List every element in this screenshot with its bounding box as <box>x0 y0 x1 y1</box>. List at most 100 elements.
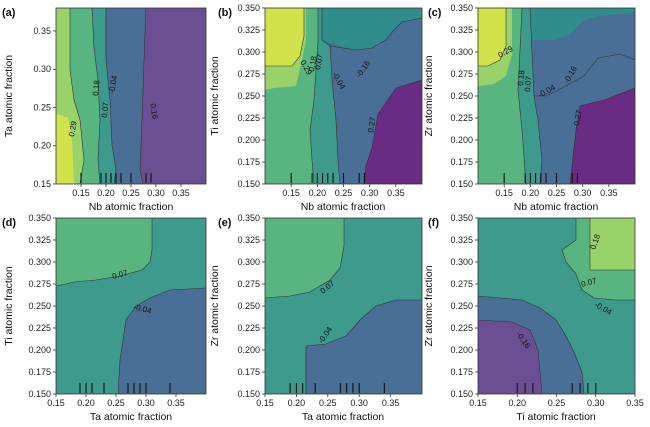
y-tick-label: 0.200 <box>450 135 473 145</box>
y-tick-label: 0.350 <box>237 213 260 223</box>
x-tick-label: 0.25 <box>335 188 353 198</box>
x-tick-label: 0.25 <box>548 188 566 198</box>
x-tick-label: 0.35 <box>387 188 405 198</box>
panel-a-label: (a) <box>2 7 16 19</box>
y-tick-label: 0.275 <box>237 69 260 79</box>
panel-a-clabel-3: 0.07 <box>100 101 110 118</box>
panel-c-region-min <box>570 88 635 184</box>
y-tick-label: 0.175 <box>450 367 473 377</box>
panel-c-contour-5 <box>569 87 635 184</box>
y-tick-label: 0.225 <box>237 323 260 333</box>
y-tick-label: 0.250 <box>237 301 260 311</box>
panel-a-contours <box>56 8 206 184</box>
panel-a-xlabel: Nb atomic fraction <box>89 201 174 213</box>
x-tick-label: 0.30 <box>587 398 605 408</box>
panel-b-contour-3 <box>321 8 341 184</box>
x-tick-label: 0.30 <box>350 398 368 408</box>
x-tick-label: 0.35 <box>167 398 185 408</box>
panel-e-label: (e) <box>218 217 232 229</box>
panel-b-xlabel: Nb atomic fraction <box>301 201 386 213</box>
y-tick-label: 0.250 <box>237 91 260 101</box>
panel-b-clabel-2: 0.18 <box>307 55 319 72</box>
panel-d-label: (d) <box>2 217 16 229</box>
x-tick-label: 0.35 <box>172 188 190 198</box>
x-tick-label: 0.35 <box>600 188 618 198</box>
panel-f-contour-2 <box>561 218 635 301</box>
y-tick-label: 0.200 <box>450 345 473 355</box>
y-tick-label: 0.275 <box>237 279 260 289</box>
panel-a-yticks: 0.15 0.20 0.25 0.30 0.35 <box>33 26 56 189</box>
y-tick-label: 0.325 <box>450 25 473 35</box>
x-tick-label: 0.20 <box>97 188 115 198</box>
panel-a-region-hi <box>56 114 74 184</box>
panel-b-clabel-3: 0.07 <box>313 53 325 70</box>
panel-f-region-midhi <box>590 218 635 270</box>
panel-b-contour-5 <box>363 79 422 184</box>
panel-d-yticks: 0.150 0.175 0.200 0.225 0.250 0.275 0.300 0.325… <box>28 213 56 399</box>
y-tick-label: 0.20 <box>33 141 51 151</box>
y-tick-label: 0.150 <box>28 389 51 399</box>
panel-f-contour-1 <box>589 218 635 271</box>
panel-e-region-mid <box>265 218 344 298</box>
panel-b-rug <box>290 173 365 183</box>
y-tick-label: 0.150 <box>237 389 260 399</box>
panel-d-rug <box>79 383 171 393</box>
panel-f-region-vlo <box>478 320 542 394</box>
panel-b-xticks: 0.15 0.20 0.25 0.30 0.35 <box>282 184 405 198</box>
y-tick-label: 0.150 <box>450 179 473 189</box>
panel-b-contour-2 <box>309 8 319 184</box>
panel-e-contours <box>265 218 422 394</box>
y-tick-label: 0.30 <box>33 64 51 74</box>
panel-c-region-teal <box>478 8 635 40</box>
panel-a-clabel-4: -0.04 <box>107 74 119 94</box>
panel-f-contour-4 <box>478 319 543 394</box>
panel-c-yticks: 0.150 0.175 0.200 0.225 0.250 0.275 0.300 0.325… <box>450 3 478 189</box>
panel-c-contour-2 <box>517 8 527 184</box>
y-tick-label: 0.200 <box>237 345 260 355</box>
y-tick-label: 0.200 <box>237 135 260 145</box>
panel-a-rug <box>80 173 152 183</box>
panel-e-ylabel: Zr atomic fraction <box>209 265 221 346</box>
x-tick-label: 0.20 <box>309 188 327 198</box>
panel-c-contour-4 <box>534 53 635 97</box>
panel-d-ylabel: Ti atomic fraction <box>3 266 15 346</box>
panel-c-clabel-6: 0.27 <box>572 109 584 126</box>
panel-c-xlabel: Nb atomic fraction <box>514 201 599 213</box>
panel-b-contours <box>265 8 422 184</box>
panel-d-contour-1 <box>56 218 153 287</box>
x-tick-label: 0.15 <box>256 398 274 408</box>
panel-e-xlabel: Ta atomic fraction <box>302 411 384 423</box>
y-tick-label: 0.175 <box>28 367 51 377</box>
x-tick-label: 0.20 <box>288 398 306 408</box>
panel-a-contour-3 <box>139 8 147 184</box>
x-tick-label: 0.25 <box>122 188 140 198</box>
panel-e-rug <box>289 383 385 393</box>
panel-d-xticks: 0.15 0.20 0.25 0.30 0.35 <box>47 394 185 408</box>
y-tick-label: 0.350 <box>28 213 51 223</box>
y-tick-label: 0.300 <box>237 257 260 267</box>
panel-a-contour-2 <box>105 8 117 184</box>
x-tick-label: 0.30 <box>147 188 165 198</box>
x-tick-label: 0.20 <box>522 188 540 198</box>
y-tick-label: 0.325 <box>237 25 260 35</box>
y-tick-label: 0.350 <box>450 3 473 13</box>
panel-f-yticks: 0.150 0.175 0.200 0.225 0.250 0.275 0.300 0.325… <box>450 213 478 399</box>
x-tick-label: 0.20 <box>508 398 526 408</box>
panel-b: 0.29 0.18 0.07 -0.04 -0.16 0.27 (b) 0.15… <box>209 3 423 213</box>
panel-f-xticks: 0.15 0.20 0.25 0.30 0.35 <box>469 394 644 408</box>
panel-e-contour-2 <box>305 299 422 394</box>
panel-f: 0.18 0.07 -0.04 -0.16 (f) 0.15 0.20 0.25 0.… <box>423 213 644 423</box>
y-tick-label: 0.300 <box>450 47 473 57</box>
y-tick-label: 0.225 <box>237 113 260 123</box>
x-tick-label: 0.15 <box>47 398 65 408</box>
y-tick-label: 0.325 <box>237 235 260 245</box>
panel-f-contour-3 <box>478 295 585 394</box>
panel-c-region-hi <box>478 8 506 66</box>
panel-c-rug <box>503 173 578 183</box>
panel-b-region-min <box>364 80 422 184</box>
x-tick-label: 0.30 <box>137 398 155 408</box>
panel-a-clabel-5: 0.16 <box>148 103 160 120</box>
panel-b-region-teal <box>265 8 422 50</box>
panel-b-yticks: 0.150 0.175 0.200 0.225 0.250 0.275 0.300 0.325… <box>237 3 265 189</box>
panel-f-ylabel: Zr atomic fraction <box>423 265 435 346</box>
